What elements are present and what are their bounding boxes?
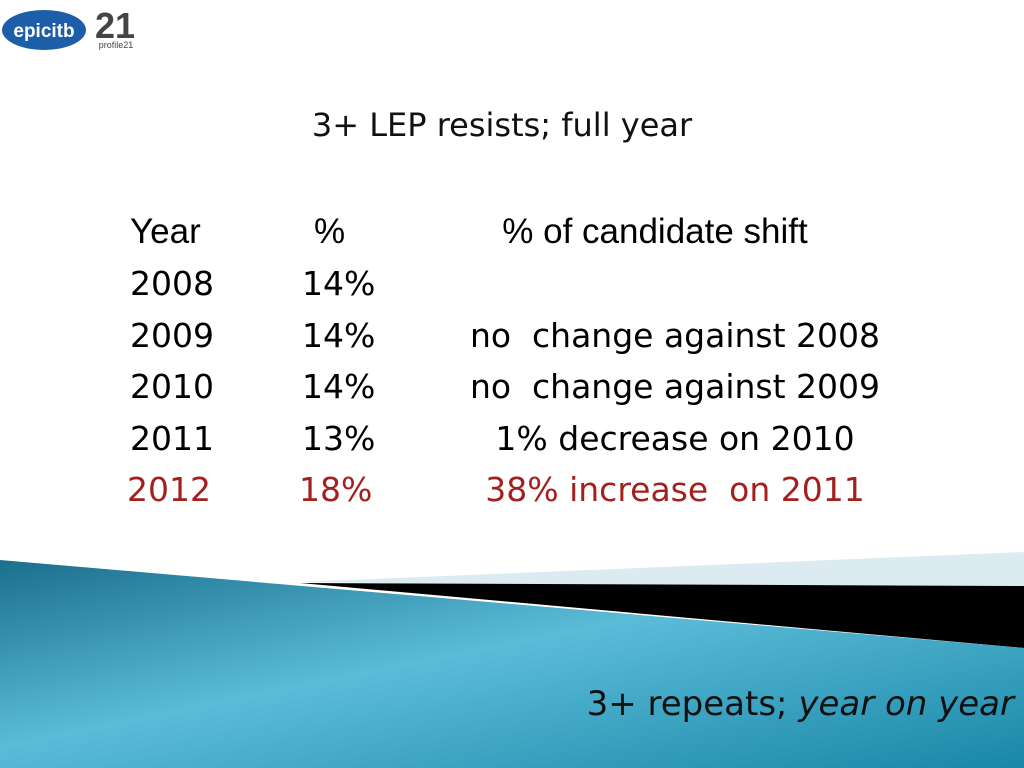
table-cell: Year	[130, 212, 201, 251]
table-cell: 2009	[130, 315, 214, 355]
table-cell: 2011	[130, 418, 214, 458]
table-cell: 38% increase on 2011	[485, 470, 865, 509]
table-cell: 2008	[130, 264, 214, 303]
epic-logo-text: epicitb	[13, 21, 74, 42]
table-cell: 14%	[302, 315, 376, 355]
table-cell: no change against 2008	[469, 315, 881, 355]
profile-logo-number: 21	[95, 5, 135, 46]
table-cell: 13%	[302, 418, 376, 458]
footer: 3+ repeats; year on year	[587, 684, 1014, 724]
table-cell: % of candidate shift	[502, 212, 808, 251]
table-cell: %	[314, 212, 346, 251]
profile-logo-text: profile21	[99, 40, 134, 50]
light-band	[300, 552, 1024, 592]
table-cell: 14%	[302, 264, 376, 303]
epic-logo	[2, 10, 86, 50]
title: 3+ LEP resists; full year	[311, 106, 693, 144]
table-cell: 18%	[299, 470, 373, 509]
footer-emphasis: year on year	[798, 684, 1014, 724]
table-cell: 2010	[130, 367, 214, 406]
teal-band	[0, 560, 1024, 768]
table-cell: no change against 2009	[469, 367, 881, 406]
table-cell: 1% decrease on 2010	[495, 418, 855, 458]
footer-text: 3+ repeats;	[586, 684, 799, 724]
table-cell: 2012	[127, 470, 211, 509]
table-cell: 14%	[302, 367, 376, 406]
black-band	[300, 583, 1024, 648]
